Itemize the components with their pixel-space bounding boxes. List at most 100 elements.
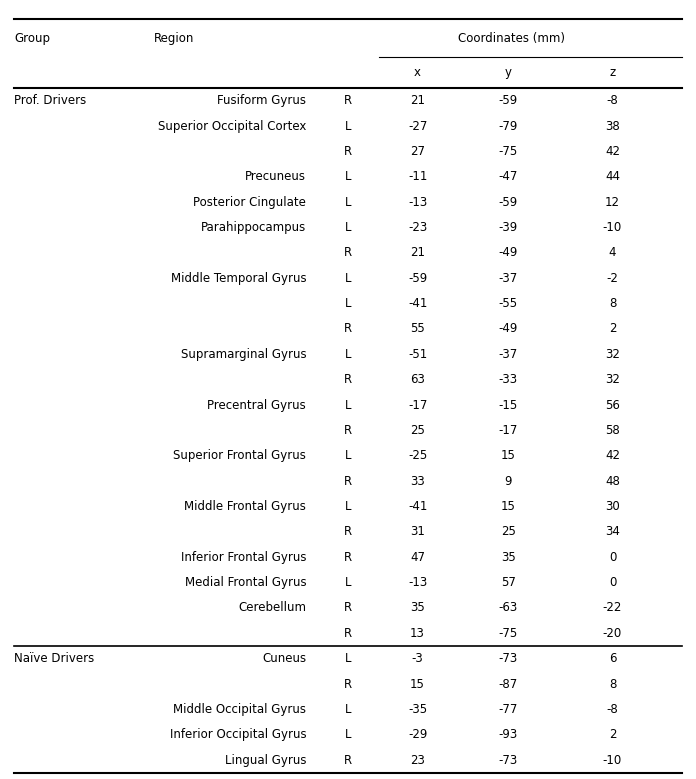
Text: z: z — [610, 66, 615, 79]
Text: Inferior Frontal Gyrus: Inferior Frontal Gyrus — [181, 551, 306, 564]
Text: 2: 2 — [609, 323, 616, 336]
Text: L: L — [345, 399, 351, 411]
Text: 8: 8 — [609, 297, 616, 310]
Text: -8: -8 — [607, 94, 618, 108]
Text: -29: -29 — [408, 728, 427, 742]
Text: 8: 8 — [609, 678, 616, 690]
Text: 15: 15 — [410, 678, 425, 690]
Text: R: R — [344, 753, 352, 767]
Text: 32: 32 — [605, 373, 620, 386]
Text: -73: -73 — [498, 652, 518, 665]
Text: 34: 34 — [605, 525, 620, 538]
Text: Region: Region — [154, 32, 194, 44]
Text: -15: -15 — [498, 399, 518, 411]
Text: -59: -59 — [408, 272, 427, 285]
Text: -37: -37 — [498, 347, 518, 361]
Text: L: L — [345, 272, 351, 285]
Text: -59: -59 — [498, 94, 518, 108]
Text: L: L — [345, 703, 351, 716]
Text: 30: 30 — [605, 500, 620, 513]
Text: Superior Frontal Gyrus: Superior Frontal Gyrus — [173, 449, 306, 462]
Text: -25: -25 — [408, 449, 427, 462]
Text: 2: 2 — [609, 728, 616, 742]
Text: -41: -41 — [408, 297, 427, 310]
Text: R: R — [344, 94, 352, 108]
Text: R: R — [344, 246, 352, 259]
Text: 32: 32 — [605, 347, 620, 361]
Text: 57: 57 — [500, 576, 516, 589]
Text: -87: -87 — [498, 678, 518, 690]
Text: R: R — [344, 551, 352, 564]
Text: Lingual Gyrus: Lingual Gyrus — [225, 753, 306, 767]
Text: Coordinates (mm): Coordinates (mm) — [458, 32, 565, 44]
Text: -49: -49 — [498, 323, 518, 336]
Text: 21: 21 — [410, 94, 425, 108]
Text: L: L — [345, 347, 351, 361]
Text: -13: -13 — [408, 196, 427, 209]
Text: -23: -23 — [408, 221, 427, 234]
Text: Posterior Cingulate: Posterior Cingulate — [193, 196, 306, 209]
Text: L: L — [345, 119, 351, 132]
Text: R: R — [344, 474, 352, 488]
Text: -17: -17 — [408, 399, 427, 411]
Text: Middle Temporal Gyrus: Middle Temporal Gyrus — [171, 272, 306, 285]
Text: L: L — [345, 297, 351, 310]
Text: 15: 15 — [500, 449, 516, 462]
Text: 12: 12 — [605, 196, 620, 209]
Text: Medial Frontal Gyrus: Medial Frontal Gyrus — [184, 576, 306, 589]
Text: Group: Group — [14, 32, 50, 44]
Text: Precentral Gyrus: Precentral Gyrus — [207, 399, 306, 411]
Text: -10: -10 — [603, 753, 622, 767]
Text: Prof. Drivers: Prof. Drivers — [14, 94, 86, 108]
Text: -79: -79 — [498, 119, 518, 132]
Text: -10: -10 — [603, 221, 622, 234]
Text: -73: -73 — [498, 753, 518, 767]
Text: -2: -2 — [606, 272, 619, 285]
Text: Cerebellum: Cerebellum — [238, 601, 306, 615]
Text: Middle Occipital Gyrus: Middle Occipital Gyrus — [173, 703, 306, 716]
Text: 42: 42 — [605, 145, 620, 158]
Text: 25: 25 — [410, 424, 425, 437]
Text: R: R — [344, 627, 352, 640]
Text: Superior Occipital Cortex: Superior Occipital Cortex — [158, 119, 306, 132]
Text: -3: -3 — [412, 652, 423, 665]
Text: Naïve Drivers: Naïve Drivers — [14, 652, 94, 665]
Text: x: x — [414, 66, 421, 79]
Text: 21: 21 — [410, 246, 425, 259]
Text: L: L — [345, 171, 351, 183]
Text: 23: 23 — [410, 753, 425, 767]
Text: -11: -11 — [408, 171, 427, 183]
Text: 33: 33 — [410, 474, 425, 488]
Text: -17: -17 — [498, 424, 518, 437]
Text: R: R — [344, 678, 352, 690]
Text: -35: -35 — [408, 703, 427, 716]
Text: -13: -13 — [408, 576, 427, 589]
Text: L: L — [345, 449, 351, 462]
Text: 58: 58 — [605, 424, 620, 437]
Text: L: L — [345, 196, 351, 209]
Text: -51: -51 — [408, 347, 427, 361]
Text: 47: 47 — [410, 551, 425, 564]
Text: 4: 4 — [609, 246, 616, 259]
Text: Cuneus: Cuneus — [262, 652, 306, 665]
Text: L: L — [345, 221, 351, 234]
Text: R: R — [344, 145, 352, 158]
Text: 6: 6 — [609, 652, 616, 665]
Text: Parahippocampus: Parahippocampus — [201, 221, 306, 234]
Text: R: R — [344, 373, 352, 386]
Text: R: R — [344, 424, 352, 437]
Text: -33: -33 — [498, 373, 518, 386]
Text: 25: 25 — [500, 525, 516, 538]
Text: 48: 48 — [605, 474, 620, 488]
Text: -93: -93 — [498, 728, 518, 742]
Text: Middle Frontal Gyrus: Middle Frontal Gyrus — [184, 500, 306, 513]
Text: -20: -20 — [603, 627, 622, 640]
Text: -41: -41 — [408, 500, 427, 513]
Text: -59: -59 — [498, 196, 518, 209]
Text: -8: -8 — [607, 703, 618, 716]
Text: 0: 0 — [609, 551, 616, 564]
Text: L: L — [345, 652, 351, 665]
Text: Supramarginal Gyrus: Supramarginal Gyrus — [181, 347, 306, 361]
Text: 31: 31 — [410, 525, 425, 538]
Text: 42: 42 — [605, 449, 620, 462]
